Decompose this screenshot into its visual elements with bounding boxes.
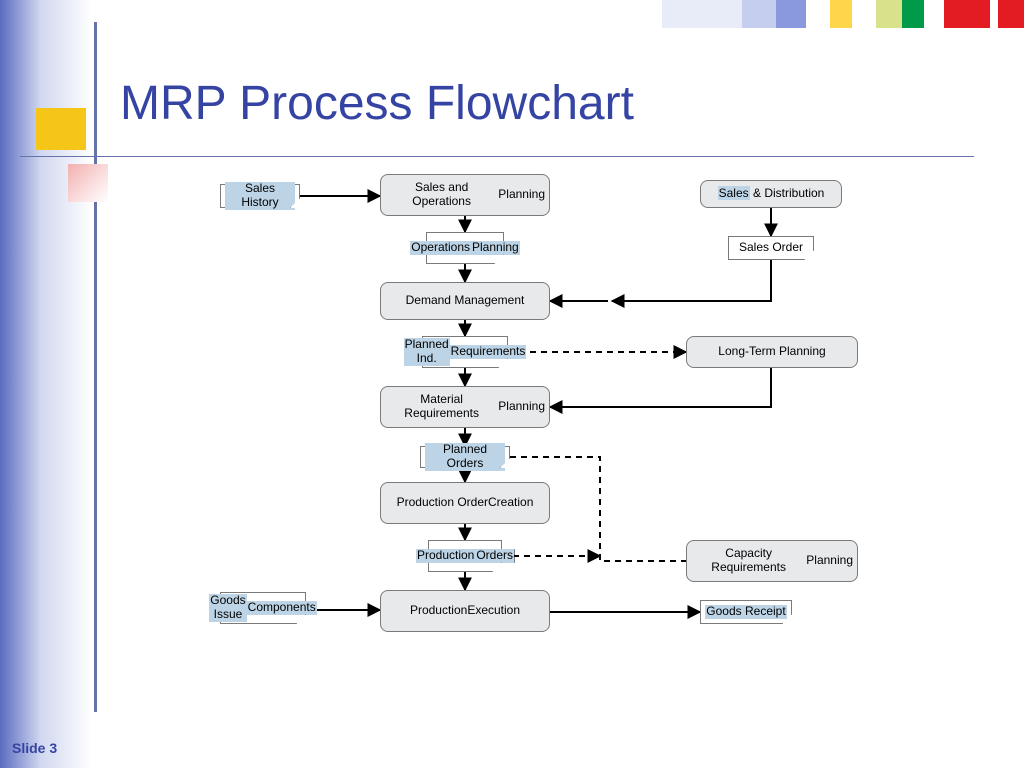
node-sales_dist: Sales & Distribution (700, 180, 842, 208)
slide-number: Slide 3 (12, 740, 57, 756)
node-ltp: Long-Term Planning (686, 336, 858, 368)
node-sop: Sales and OperationsPlanning (380, 174, 550, 216)
vertical-rule-decor (94, 22, 97, 712)
flowchart-canvas: Sales History Sales and OperationsPlannin… (180, 170, 970, 730)
node-crp: Capacity RequirementsPlanning (686, 540, 858, 582)
page-title: MRP Process Flowchart (120, 76, 634, 131)
node-po_creation: Production OrderCreation (380, 482, 550, 524)
node-goods_issue: Goods IssueComponents (220, 592, 306, 624)
horizontal-rule-decor (20, 156, 974, 157)
node-goods_receipt: Goods Receipt (700, 600, 792, 624)
edge-sales_order-demand (612, 260, 771, 301)
node-prod_exec: ProductionExecution (380, 590, 550, 632)
node-planned_orders: Planned Orders (420, 446, 510, 468)
edge-ltp-mrp (550, 368, 771, 407)
yellow-square-decor (36, 108, 86, 150)
node-mrp: Material RequirementsPlanning (380, 386, 550, 428)
node-pir: Planned Ind.Requirements (422, 336, 508, 368)
node-prod_orders: ProductionOrders (428, 540, 502, 572)
node-demand: Demand Management (380, 282, 550, 320)
node-sales_history: Sales History (220, 184, 300, 208)
node-ops_plan: OperationsPlanning (426, 232, 504, 264)
slide: MRP Process Flowchart Sales HistorySales… (0, 0, 1024, 768)
node-sales_order: Sales Order (728, 236, 814, 260)
pink-square-decor (68, 164, 108, 202)
flowchart-edges (180, 170, 970, 730)
rainbow-decor (662, 0, 1024, 28)
